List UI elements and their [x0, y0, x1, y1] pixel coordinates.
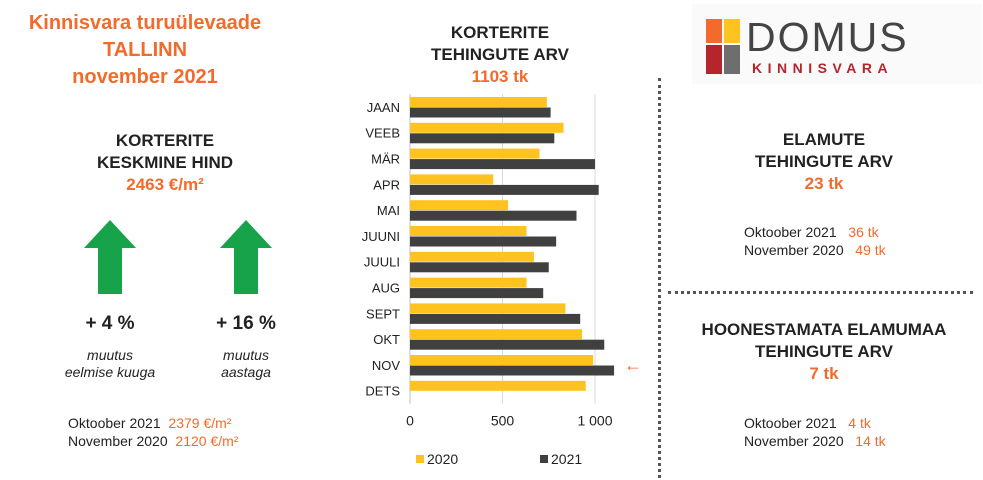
horizontal-divider — [668, 291, 973, 294]
bar-2020 — [410, 174, 494, 185]
comparison-value: 2120 €/m² — [175, 433, 239, 449]
bar-2021 — [410, 210, 577, 221]
bar-2020 — [410, 380, 586, 391]
y-tick-label: MÄR — [371, 152, 400, 167]
comparison-value: 14 tk — [855, 433, 886, 449]
comparison-value: 2379 €/m² — [168, 415, 232, 431]
bar-2021 — [410, 365, 615, 376]
y-tick-label: AUG — [372, 281, 400, 296]
comparison-value: 49 tk — [855, 242, 886, 258]
logo-square-orange — [706, 19, 722, 43]
year-change-pct: + 16 % — [216, 313, 276, 334]
comparison-label: Oktoober 2021 — [744, 224, 837, 240]
up-arrow-icon — [84, 220, 136, 294]
comparison-label: November 2020 — [68, 433, 168, 449]
bar-2020 — [410, 226, 527, 236]
logo-subtitle: KINNISVARA — [752, 60, 894, 76]
x-tick-label: 500 — [491, 413, 515, 429]
chart-total: 1103 tk — [471, 67, 529, 86]
comparison-value: 4 tk — [848, 415, 871, 431]
y-tick-label: MAI — [377, 203, 400, 218]
land-header: HOONESTAMATA ELAMUMAA TEHINGUTE ARV 7 tk — [672, 319, 976, 385]
comparison-value: 36 tk — [848, 224, 879, 240]
month-change: + 4 % muutus eelmise kuuga — [50, 313, 170, 381]
bar-2020 — [410, 122, 564, 133]
y-tick-label: DETS — [365, 384, 400, 399]
land-heading-1: HOONESTAMATA ELAMUMAA — [701, 320, 947, 339]
y-tick-label: JAAN — [367, 100, 400, 115]
comparison-label: Oktoober 2021 — [744, 415, 837, 431]
apartment-price-comparison: Oktoober 2021 2379 €/m² November 2020 21… — [68, 414, 238, 450]
y-tick-label: VEEB — [365, 126, 400, 141]
land-heading-2: TEHINGUTE ARV — [755, 342, 893, 361]
bar-2021 — [410, 339, 605, 350]
up-arrow-icon — [220, 220, 272, 294]
title-line-1: Kinnisvara turuülevaade — [28, 12, 262, 34]
year-change-note-2: aastaga — [221, 364, 271, 380]
vertical-divider — [658, 78, 661, 478]
comparison-label: Oktoober 2021 — [68, 415, 161, 431]
houses-comparison: Oktoober 2021 36 tk November 2020 49 tk — [744, 223, 886, 259]
legend-label: 2020 — [427, 451, 458, 467]
houses-header: ELAMUTE TEHINGUTE ARV 23 tk — [700, 129, 948, 195]
legend-label: 2021 — [551, 451, 582, 467]
comparison-label: November 2020 — [744, 242, 844, 258]
comparison-label: November 2020 — [744, 433, 844, 449]
chart-title-line-1: KORTERITE — [450, 23, 550, 42]
bar-2020 — [410, 329, 583, 340]
bar-2020 — [410, 355, 594, 365]
bar-2021 — [410, 236, 557, 247]
year-change-note-1: muutus — [223, 347, 269, 363]
title-line-3: november 2021 — [72, 66, 218, 88]
logo-word: DOMUS — [746, 14, 909, 60]
bar-2021 — [410, 133, 555, 144]
apartment-price-heading-2: KESKMINE HIND — [96, 153, 233, 172]
month-change-note-1: muutus — [87, 347, 133, 363]
chart-title: KORTERITE TEHINGUTE ARV 1103 tk — [405, 22, 595, 88]
apartment-price-heading-1: KORTERITE — [115, 131, 215, 150]
y-tick-label: APR — [373, 177, 400, 192]
bar-2021 — [410, 107, 551, 118]
month-change-note-2: eelmise kuuga — [64, 364, 156, 380]
logo-square-red — [706, 45, 722, 74]
bar-2020 — [410, 148, 540, 159]
land-value: 7 tk — [809, 364, 839, 383]
report-title: Kinnisvara turuülevaade TALLINN november… — [0, 10, 290, 91]
bar-2020 — [410, 97, 547, 107]
logo-square-gray — [724, 45, 740, 74]
houses-heading-2: TEHINGUTE ARV — [755, 152, 893, 171]
chart-title-line-2: TEHINGUTE ARV — [431, 45, 569, 64]
legend-swatch — [540, 455, 548, 463]
y-tick-label: NOV — [372, 358, 401, 373]
bar-2021 — [410, 262, 549, 273]
logo-square-yellow — [724, 19, 740, 43]
legend-swatch — [416, 455, 424, 463]
land-comparison: Oktoober 2021 4 tk November 2020 14 tk — [744, 414, 886, 450]
x-tick-label: 0 — [406, 413, 414, 429]
bar-2021 — [410, 313, 581, 324]
y-tick-label: JUUNI — [362, 229, 400, 244]
bar-2021 — [410, 288, 544, 299]
bar-2021 — [410, 159, 595, 170]
highlight-arrow-icon: ← — [624, 355, 642, 375]
month-change-pct: + 4 % — [85, 313, 135, 334]
bar-2020 — [410, 251, 534, 262]
y-tick-label: JUULI — [364, 255, 400, 270]
apartment-price-header: KORTERITE KESKMINE HIND 2463 €/m² — [40, 130, 290, 196]
y-tick-label: SEPT — [366, 306, 400, 321]
title-line-2: TALLINN — [102, 39, 188, 61]
apartment-price-value: 2463 €/m² — [126, 175, 204, 194]
bar-2020 — [410, 303, 566, 314]
bar-2020 — [410, 277, 527, 288]
houses-value: 23 tk — [804, 174, 844, 193]
domus-logo: DOMUS KINNISVARA — [692, 4, 982, 84]
y-tick-label: OKT — [373, 332, 400, 347]
x-tick-label: 1 000 — [577, 413, 612, 429]
year-change: + 16 % muutus aastaga — [186, 313, 306, 381]
bar-2021 — [410, 184, 599, 195]
houses-heading-1: ELAMUTE — [782, 130, 866, 149]
bar-2020 — [410, 200, 509, 211]
